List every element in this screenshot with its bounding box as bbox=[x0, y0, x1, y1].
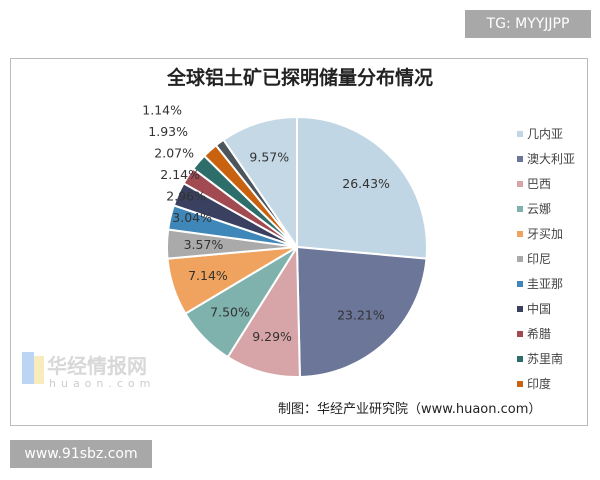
data-label: 7.50% bbox=[210, 304, 250, 319]
pie-slice bbox=[295, 245, 428, 378]
legend-label: 巴西 bbox=[527, 177, 551, 191]
legend-swatch bbox=[517, 256, 523, 262]
site-badge: www.91sbz.com bbox=[10, 440, 152, 468]
legend-swatch bbox=[517, 281, 523, 287]
data-label: 7.14% bbox=[188, 268, 228, 283]
pie-slice bbox=[296, 115, 428, 260]
legend-item: 圭亚那 bbox=[517, 277, 563, 291]
legend-label: 几内亚 bbox=[527, 127, 563, 141]
legend-item: 苏里南 bbox=[517, 351, 563, 366]
legend-label: 印度 bbox=[527, 376, 551, 391]
legend-label: 苏里南 bbox=[527, 351, 563, 366]
legend-swatch bbox=[517, 381, 523, 387]
data-label: 2.96% bbox=[166, 189, 206, 204]
legend-swatch bbox=[517, 206, 523, 212]
pie-slice bbox=[222, 115, 298, 251]
legend-item: 希腊 bbox=[517, 326, 551, 341]
legend-item: 牙买加 bbox=[517, 227, 563, 241]
legend-label: 云娜 bbox=[527, 202, 551, 216]
legend-label: 圭亚那 bbox=[527, 277, 563, 291]
legend-item: 云娜 bbox=[517, 202, 551, 216]
legend-swatch bbox=[517, 306, 523, 312]
legend-swatch bbox=[517, 331, 523, 337]
data-label: 1.93% bbox=[148, 124, 188, 139]
legend-swatch bbox=[517, 131, 523, 137]
data-label: 9.57% bbox=[249, 150, 289, 165]
legend-item: 几内亚 bbox=[517, 127, 563, 141]
data-label: 26.43% bbox=[342, 176, 390, 191]
legend-label: 澳大利亚 bbox=[527, 152, 575, 166]
legend-item: 印尼 bbox=[517, 252, 551, 266]
data-label: 23.21% bbox=[337, 307, 385, 322]
legend-label: 中国 bbox=[527, 301, 551, 316]
legend-item: 中国 bbox=[517, 301, 551, 316]
legend-label: 牙买加 bbox=[527, 227, 563, 241]
watermark-logo: 华经情报网 huaon.com bbox=[22, 352, 155, 390]
watermark-text: 华经情报网 bbox=[47, 354, 147, 378]
legend-item: 澳大利亚 bbox=[517, 152, 575, 166]
chart-title: 全球铝土矿已探明储量分布情况 bbox=[166, 66, 433, 89]
legend-swatch bbox=[517, 156, 523, 162]
watermark-sub: huaon.com bbox=[49, 377, 155, 390]
legend-item: 巴西 bbox=[517, 177, 551, 191]
data-label: 1.14% bbox=[142, 103, 182, 118]
data-label: 3.57% bbox=[184, 237, 224, 252]
source-note: 制图：华经产业研究院（www.huaon.com） bbox=[278, 402, 541, 417]
legend-swatch bbox=[517, 231, 523, 237]
legend-label: 希腊 bbox=[527, 326, 551, 341]
legend-swatch bbox=[517, 356, 523, 362]
data-label: 2.07% bbox=[154, 146, 194, 161]
legend-label: 印尼 bbox=[527, 252, 551, 266]
data-label: 2.14% bbox=[160, 167, 200, 182]
data-label: 3.04% bbox=[172, 210, 212, 225]
data-label: 9.29% bbox=[252, 329, 292, 344]
legend-swatch bbox=[517, 181, 523, 187]
legend-item: 印度 bbox=[517, 376, 551, 391]
tg-badge: TG: MYYJJPP bbox=[465, 10, 591, 38]
chart-frame bbox=[10, 58, 588, 426]
